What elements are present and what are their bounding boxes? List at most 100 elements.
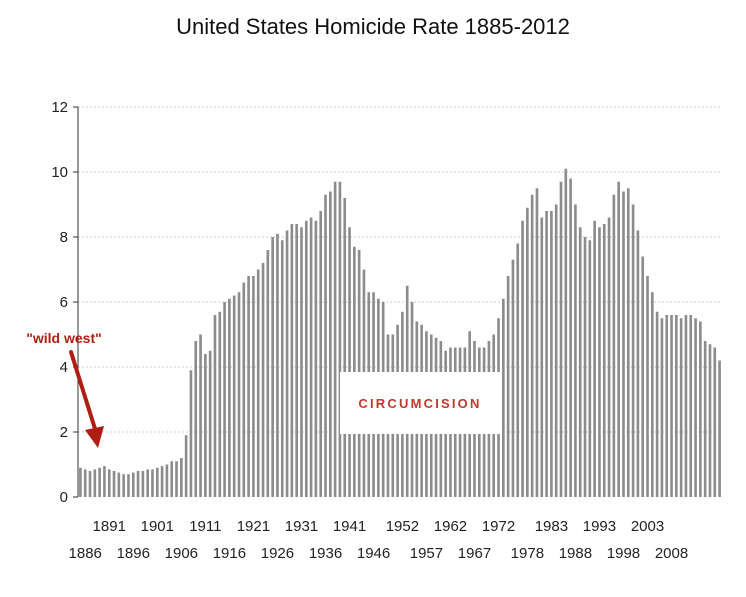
x-tick-label: 1993 (583, 518, 616, 535)
bar (550, 211, 553, 497)
bar (247, 276, 250, 497)
bar (569, 178, 572, 497)
bar (675, 315, 678, 497)
bar (646, 276, 649, 497)
y-tick-label: 6 (60, 294, 68, 311)
y-tick-label: 12 (51, 99, 68, 116)
bar (703, 341, 707, 497)
bar (199, 334, 202, 497)
bar (127, 474, 130, 497)
bar (588, 240, 592, 497)
bar (574, 204, 577, 497)
bar (184, 435, 188, 497)
bar (88, 471, 92, 497)
x-tick-label: 1941 (333, 518, 366, 535)
bar (261, 263, 265, 497)
bar (146, 469, 149, 498)
annotations: CIRCUMCISION "wild west" (26, 330, 500, 448)
bar (252, 276, 255, 497)
bar (578, 227, 582, 497)
x-tick-label: 1936 (309, 545, 342, 562)
bar (670, 315, 673, 497)
x-tick-label: 1952 (386, 518, 419, 535)
bar (194, 341, 198, 497)
x-tick-label: 1916 (213, 545, 246, 562)
x-tick-label: 1983 (535, 518, 568, 535)
bar (583, 237, 587, 497)
chart-title: United States Homicide Rate 1885-2012 (176, 14, 570, 39)
bar (180, 458, 183, 497)
x-tick-label: 2003 (631, 518, 664, 535)
bar (285, 230, 289, 497)
x-tick-label: 1926 (261, 545, 294, 562)
bar (242, 282, 246, 497)
x-tick-label: 1906 (165, 545, 198, 562)
bar (333, 181, 337, 497)
bar (593, 220, 596, 497)
bar (141, 471, 145, 497)
bar (554, 204, 558, 497)
bar (602, 224, 606, 497)
bar (112, 471, 116, 497)
bar (280, 240, 284, 497)
bar (516, 243, 520, 497)
bar (511, 259, 515, 497)
bar (689, 315, 693, 497)
bar (208, 350, 212, 497)
bar (266, 250, 270, 497)
bar (131, 472, 135, 498)
bar (213, 315, 217, 497)
bar (295, 224, 298, 497)
x-tick-label: 1891 (93, 518, 126, 535)
bar (160, 466, 164, 498)
bar (636, 230, 640, 497)
bar (353, 246, 356, 497)
x-tick-label: 1901 (141, 518, 174, 535)
bar (545, 211, 548, 497)
bar (276, 233, 279, 497)
bar (107, 469, 111, 498)
bar (540, 217, 544, 497)
bar (93, 469, 97, 498)
bar (665, 315, 669, 497)
bar (228, 298, 231, 497)
x-tick-label: 1896 (117, 545, 150, 562)
bar (304, 220, 308, 497)
bar (535, 188, 539, 497)
bar (530, 194, 534, 497)
bar (708, 344, 712, 497)
x-tick-label: 1972 (482, 518, 515, 535)
x-tick-label: 1967 (458, 545, 491, 562)
bar (622, 191, 625, 497)
bar (713, 347, 717, 497)
bar (612, 194, 616, 497)
bar (324, 194, 327, 497)
bar (617, 181, 620, 497)
x-tick-label: 1998 (607, 545, 640, 562)
bar (223, 302, 226, 497)
bar (506, 276, 510, 497)
x-tick-label: 1978 (511, 545, 544, 562)
bar (564, 168, 568, 497)
bar (136, 471, 140, 497)
bar (103, 466, 106, 498)
bars (79, 168, 721, 498)
x-tick-label: 1962 (434, 518, 467, 535)
bar (319, 211, 323, 497)
bar (175, 461, 178, 497)
bar (314, 220, 318, 497)
x-tick-label: 1911 (189, 518, 221, 535)
bar (151, 469, 154, 498)
bar (598, 227, 601, 497)
bar (117, 472, 121, 498)
bar (300, 227, 303, 497)
bar (290, 224, 294, 497)
wild-west-arrowhead (85, 426, 104, 448)
bar (650, 292, 654, 497)
x-tick-label: 1946 (357, 545, 390, 562)
bar (256, 269, 260, 497)
bar (232, 295, 236, 497)
x-tick-labels: 1891 1901 1911 1921 1931 1941 1952 1962 1972 1983… (69, 518, 689, 562)
bar (655, 311, 659, 497)
